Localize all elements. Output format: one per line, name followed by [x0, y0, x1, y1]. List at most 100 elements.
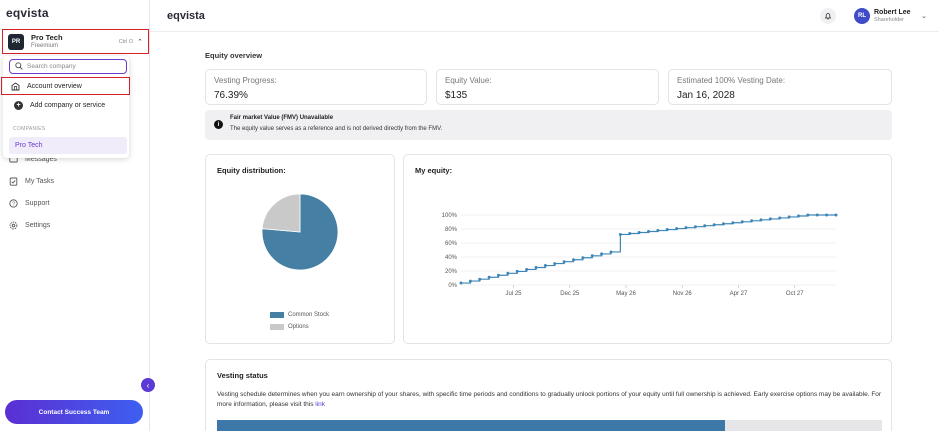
data-point[interactable]: [675, 227, 679, 231]
data-point[interactable]: [609, 250, 613, 254]
header-brand: eqvista: [167, 10, 205, 22]
data-point[interactable]: [572, 258, 575, 262]
data-point[interactable]: [750, 219, 754, 223]
card-value: Jan 16, 2028: [677, 90, 735, 101]
account-overview-item[interactable]: Account overview: [1, 77, 130, 95]
data-point[interactable]: [515, 269, 519, 273]
data-point[interactable]: [684, 226, 688, 230]
data-point[interactable]: [497, 273, 500, 277]
data-point[interactable]: [712, 223, 716, 227]
pie-chart: [261, 193, 339, 271]
support-icon: ?: [9, 199, 18, 208]
data-point[interactable]: [590, 254, 594, 258]
data-point[interactable]: [797, 214, 800, 218]
contact-success-team-button[interactable]: Contact Success Team: [5, 400, 143, 424]
shortcut-hint: Ctrl O: [118, 38, 134, 45]
data-point[interactable]: [628, 231, 632, 235]
data-point[interactable]: [778, 216, 782, 220]
data-point[interactable]: [478, 277, 482, 281]
legend-swatch: [270, 324, 284, 330]
main-content: Equity overview Vesting Progress: 76.39%…: [150, 33, 939, 431]
data-point[interactable]: [656, 229, 660, 233]
fmv-notice: i Fair market Value (FMV) Unavailable Th…: [205, 110, 892, 140]
search-icon: [15, 61, 23, 72]
company-list-item[interactable]: Pro Tech: [9, 137, 127, 154]
x-tick-label: Jul 25: [505, 291, 522, 297]
user-name[interactable]: Robert Lee: [874, 9, 911, 16]
data-point[interactable]: [468, 279, 472, 283]
data-point[interactable]: [665, 228, 669, 232]
app-logo[interactable]: eqvista: [6, 6, 49, 20]
data-point[interactable]: [618, 232, 622, 236]
collapse-sidebar-icon[interactable]: ‹: [141, 378, 155, 392]
x-tick-label: Dec 25: [560, 291, 580, 297]
data-point[interactable]: [759, 218, 763, 222]
chevron-down-icon[interactable]: ⌄: [921, 13, 927, 20]
data-point[interactable]: [459, 281, 463, 285]
x-tick-label: Oct 27: [786, 291, 804, 297]
vesting-text: Vesting schedule determines when you ear…: [217, 391, 882, 408]
data-point[interactable]: [487, 275, 491, 279]
notice-title: Fair market Value (FMV) Unavailable: [230, 115, 334, 121]
data-point[interactable]: [825, 213, 829, 217]
pie-slice-options[interactable]: [261, 193, 301, 233]
chevron-up-icon[interactable]: ⌃: [137, 38, 143, 46]
vesting-status-card: Vesting status Vesting schedule determin…: [205, 359, 892, 431]
chart-title: Equity distribution:: [217, 166, 286, 175]
y-tick-label: 100%: [442, 213, 458, 219]
account-overview-label: Account overview: [27, 82, 82, 90]
bell-icon[interactable]: [820, 8, 836, 24]
plus-circle-icon: +: [14, 100, 23, 110]
my-equity-card: My equity: 0% 20% 40% 60% 80% 100% Jul 25 Dec 2…: [403, 154, 892, 344]
add-company-label: Add company or service: [30, 101, 106, 109]
data-point[interactable]: [525, 267, 529, 271]
legend-item-common-stock: Common Stock: [270, 312, 329, 318]
data-point[interactable]: [693, 225, 697, 229]
sidebar-item-support[interactable]: ? Support: [9, 199, 50, 208]
data-point[interactable]: [543, 264, 547, 268]
sidebar: eqvista PR Pro Tech Freemium Ctrl O ⌃ Me…: [0, 0, 150, 431]
legend-label: Options: [288, 324, 309, 330]
data-point[interactable]: [834, 213, 838, 217]
sidebar-item-my-tasks[interactable]: My Tasks: [9, 177, 54, 186]
data-point[interactable]: [768, 217, 772, 221]
card-label: Vesting Progress:: [214, 76, 277, 85]
data-point[interactable]: [553, 262, 557, 266]
data-point[interactable]: [562, 260, 566, 264]
y-tick-label: 0%: [448, 283, 457, 289]
company-plan: Freemium: [31, 42, 59, 49]
vesting-progress-card: Vesting Progress: 76.39%: [205, 69, 427, 105]
info-icon: i: [214, 120, 223, 129]
data-point[interactable]: [787, 215, 791, 219]
data-point[interactable]: [731, 221, 735, 225]
add-company-item[interactable]: + Add company or service: [5, 96, 129, 114]
data-point[interactable]: [534, 266, 538, 269]
company-search[interactable]: [9, 59, 127, 74]
data-point[interactable]: [637, 231, 641, 234]
sidebar-item-label: Messages: [25, 156, 57, 163]
vesting-progress-bar: [217, 420, 882, 431]
sidebar-item-settings[interactable]: Settings: [9, 221, 50, 230]
company-switcher[interactable]: PR Pro Tech Freemium Ctrl O ⌃: [2, 29, 149, 54]
building-icon: [11, 81, 20, 91]
equity-distribution-card: Equity distribution: Common Stock Option…: [205, 154, 395, 344]
legend-swatch: [270, 312, 284, 318]
data-point[interactable]: [600, 252, 604, 256]
data-point[interactable]: [703, 224, 707, 228]
data-point[interactable]: [647, 230, 650, 234]
data-point[interactable]: [815, 213, 819, 217]
user-role: Shareholder: [874, 17, 904, 23]
data-point[interactable]: [722, 222, 725, 226]
data-point[interactable]: [581, 256, 585, 260]
legend-item-options: Options: [270, 324, 309, 330]
search-input[interactable]: [27, 63, 122, 70]
data-point[interactable]: [740, 220, 744, 224]
gear-icon: [9, 221, 18, 230]
x-tick-label: Apr 27: [730, 291, 748, 297]
card-label: Estimated 100% Vesting Date:: [677, 76, 786, 85]
data-point[interactable]: [506, 271, 510, 275]
line-chart: 0% 20% 40% 60% 80% 100% Jul 25 Dec 25 May 26 Nov …: [442, 213, 838, 297]
avatar[interactable]: RL: [854, 8, 870, 24]
data-point[interactable]: [806, 213, 810, 217]
info-link[interactable]: link: [315, 400, 326, 408]
